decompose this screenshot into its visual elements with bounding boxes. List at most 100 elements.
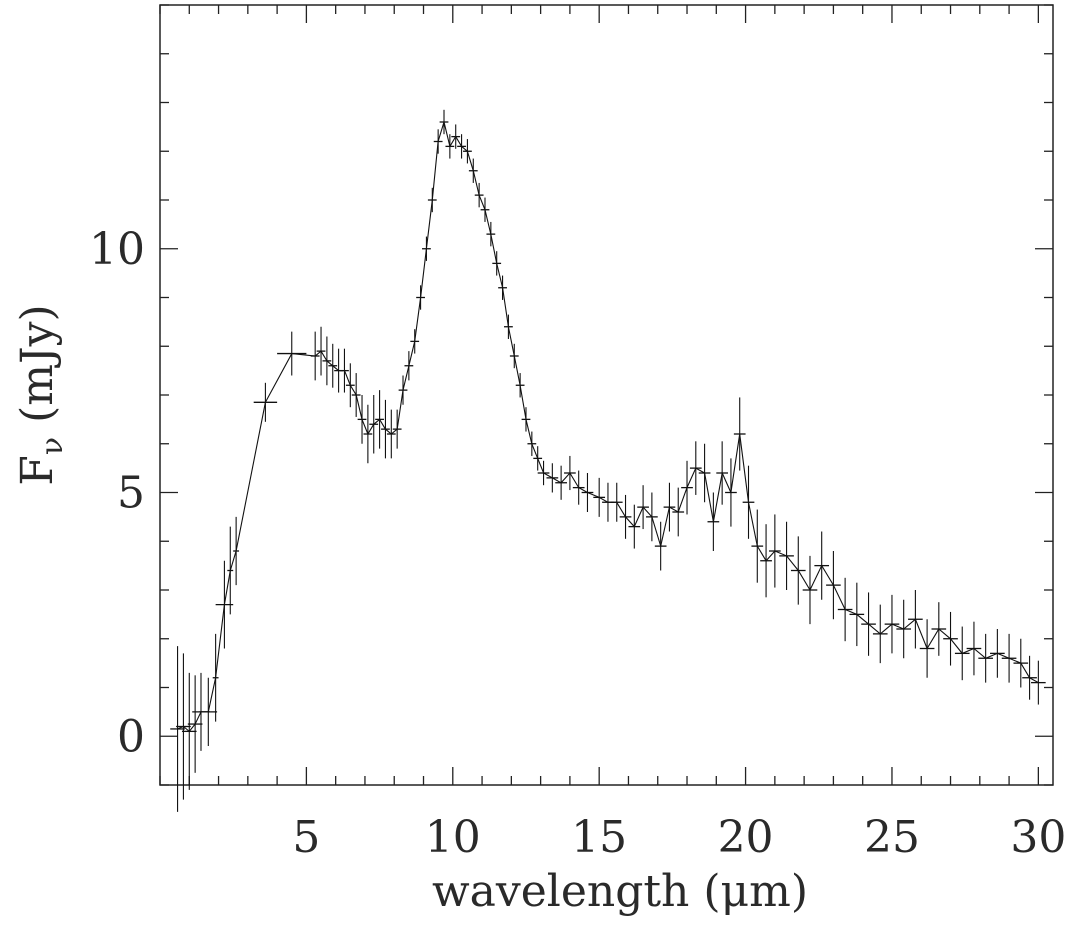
data-point xyxy=(768,514,781,588)
data-point xyxy=(480,197,490,222)
data-point xyxy=(581,473,594,512)
data-point xyxy=(646,492,658,542)
plot-frame xyxy=(159,4,1054,786)
data-point xyxy=(463,139,472,164)
data-point xyxy=(486,221,496,247)
data-point xyxy=(509,343,519,369)
data-point xyxy=(398,375,408,405)
data-point xyxy=(908,590,923,649)
data-point xyxy=(533,446,543,471)
data-point xyxy=(492,251,502,276)
x-tick-label: 30 xyxy=(1010,812,1066,863)
data-point xyxy=(537,460,550,486)
data-point xyxy=(181,672,197,790)
data-point xyxy=(410,329,420,354)
y-tick-label: 0 xyxy=(117,711,145,762)
data-point xyxy=(814,531,830,600)
data-point xyxy=(733,397,746,471)
data-points-group xyxy=(170,109,1046,812)
data-point xyxy=(427,187,437,213)
data-point xyxy=(725,458,737,527)
data-point xyxy=(802,555,818,625)
data-point xyxy=(433,129,443,154)
data-point xyxy=(564,455,576,491)
data-point xyxy=(546,463,559,493)
spectrum-line xyxy=(177,119,1039,733)
data-point xyxy=(1013,638,1029,688)
data-point xyxy=(716,441,729,505)
data-point xyxy=(1031,660,1046,705)
data-point xyxy=(966,621,982,676)
data-point xyxy=(351,373,361,417)
axis-ticks xyxy=(159,4,1053,786)
data-point xyxy=(872,604,888,664)
data-point xyxy=(1001,633,1017,683)
data-point xyxy=(628,504,641,549)
data-point xyxy=(212,633,219,722)
data-point xyxy=(742,465,755,539)
data-point xyxy=(919,619,935,678)
data-point xyxy=(978,633,993,683)
data-point xyxy=(439,109,449,135)
data-point xyxy=(310,331,320,381)
data-point xyxy=(521,407,531,432)
data-point xyxy=(451,124,461,149)
data-point xyxy=(381,399,390,459)
y-tick-label: 10 xyxy=(89,224,145,275)
data-point xyxy=(931,602,947,656)
data-point xyxy=(663,482,676,532)
y-tick-label: 5 xyxy=(117,468,145,519)
data-point xyxy=(316,326,326,376)
data-point xyxy=(386,409,396,459)
data-point xyxy=(227,526,234,615)
x-tick-label: 10 xyxy=(425,812,481,863)
data-point xyxy=(527,431,537,456)
y-axis-title: Fν (mJy) xyxy=(12,304,70,485)
data-point xyxy=(751,509,764,583)
data-point xyxy=(345,363,355,408)
data-point xyxy=(896,599,911,659)
data-point xyxy=(404,351,414,381)
data-point xyxy=(779,521,794,590)
data-point xyxy=(187,675,203,773)
data-point xyxy=(672,487,685,537)
data-point xyxy=(363,404,373,464)
data-point xyxy=(790,536,806,605)
data-point xyxy=(416,285,425,310)
data-point xyxy=(861,592,876,656)
data-point xyxy=(445,134,455,159)
data-point xyxy=(233,516,240,586)
y-axis-title-subscript: ν xyxy=(35,437,70,455)
data-point xyxy=(943,611,958,666)
x-tick-label: 25 xyxy=(864,812,920,863)
data-point xyxy=(515,373,525,398)
x-axis-title: wavelength (μm) xyxy=(432,866,808,917)
y-tick-labels: 0 5 10 xyxy=(89,224,145,763)
data-point xyxy=(253,382,278,422)
data-point xyxy=(707,492,720,551)
x-tick-label: 5 xyxy=(292,812,320,863)
data-point xyxy=(474,182,484,208)
data-point xyxy=(369,395,379,454)
data-point xyxy=(375,390,384,449)
data-point xyxy=(572,470,585,505)
data-point xyxy=(884,594,900,654)
data-point xyxy=(422,236,431,261)
data-point xyxy=(619,494,632,539)
x-tick-label: 20 xyxy=(718,812,774,863)
data-point xyxy=(593,477,606,517)
data-point xyxy=(698,443,711,503)
data-point xyxy=(837,577,853,642)
data-point xyxy=(760,524,772,598)
data-point xyxy=(199,677,218,746)
data-point xyxy=(457,134,466,159)
data-point xyxy=(170,646,185,812)
data-point xyxy=(322,336,332,386)
data-point xyxy=(498,275,507,300)
x-tick-label: 15 xyxy=(571,812,627,863)
x-tick-labels: 5 10 15 20 25 30 xyxy=(292,812,1066,863)
data-point xyxy=(392,409,402,449)
data-point xyxy=(654,521,667,571)
data-point xyxy=(357,395,367,444)
